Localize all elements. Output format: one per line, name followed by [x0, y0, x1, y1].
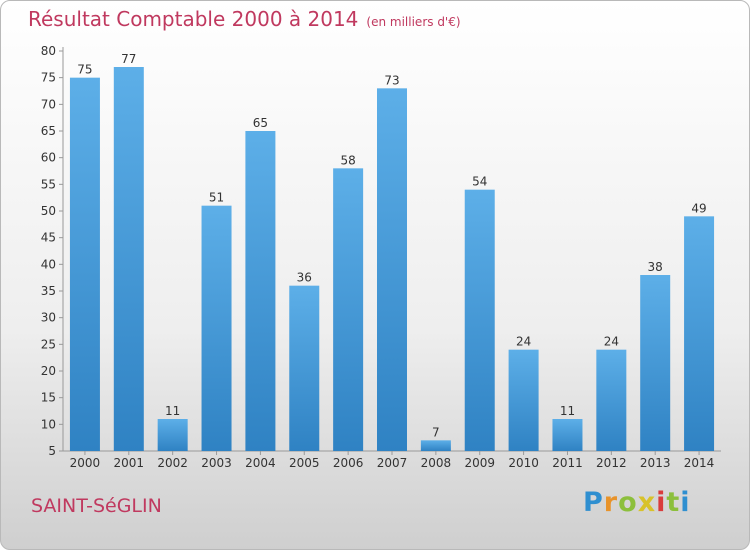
- x-tick-label: 2012: [596, 456, 627, 470]
- bar-value-label: 24: [604, 335, 619, 349]
- bar: [420, 440, 451, 451]
- logo-letter: r: [603, 487, 619, 518]
- x-tick-label: 2006: [333, 456, 364, 470]
- x-tick-label: 2009: [464, 456, 495, 470]
- y-tick-label: 5: [48, 444, 56, 458]
- x-tick-label: 2008: [421, 456, 452, 470]
- logo-letter: i: [680, 487, 691, 518]
- y-tick-label: 15: [41, 391, 56, 405]
- y-tick-label: 55: [41, 177, 56, 191]
- x-tick-label: 2002: [157, 456, 188, 470]
- y-tick-label: 50: [41, 204, 56, 218]
- proxiti-logo: Proxiti: [583, 487, 691, 518]
- bar: [464, 189, 495, 451]
- x-tick-label: 2014: [684, 456, 715, 470]
- logo-letter: x: [637, 487, 657, 518]
- y-tick-label: 35: [41, 284, 56, 298]
- bar-value-label: 7: [432, 425, 440, 439]
- bar: [69, 77, 100, 452]
- bar-value-label: 11: [165, 404, 180, 418]
- chart-title: Résultat Comptable 2000 à 2014 (en millie…: [28, 7, 461, 31]
- bar-value-label: 73: [384, 73, 399, 87]
- y-tick-label: 20: [41, 364, 56, 378]
- bar: [157, 419, 188, 451]
- y-tick-label: 10: [41, 417, 56, 431]
- bar: [508, 349, 539, 451]
- x-tick-label: 2010: [508, 456, 539, 470]
- y-tick-label: 45: [41, 231, 56, 245]
- bar-value-label: 49: [691, 201, 706, 215]
- bar-value-label: 24: [516, 335, 531, 349]
- y-tick-label: 30: [41, 311, 56, 325]
- y-tick-label: 75: [41, 71, 56, 85]
- x-tick-label: 2003: [201, 456, 232, 470]
- logo-letter: P: [583, 487, 604, 518]
- bar: [333, 168, 364, 452]
- bar-value-label: 11: [560, 404, 575, 418]
- bar: [201, 205, 232, 451]
- bar-value-label: 65: [253, 116, 268, 130]
- y-tick-label: 65: [41, 124, 56, 138]
- bar-value-label: 36: [297, 271, 312, 285]
- chart-title-text: Résultat Comptable 2000 à 2014: [28, 7, 359, 31]
- bar: [377, 88, 407, 451]
- bar: [640, 275, 671, 451]
- x-tick-label: 2004: [245, 456, 276, 470]
- bar-value-label: 38: [648, 260, 663, 274]
- chart-subtitle: (en milliers d'€): [366, 15, 461, 29]
- bar-value-label: 58: [340, 153, 355, 167]
- y-tick-label: 60: [41, 151, 56, 165]
- x-tick-label: 2013: [640, 456, 671, 470]
- bar: [289, 285, 320, 451]
- bar: [245, 131, 276, 451]
- logo-letter: i: [656, 487, 667, 518]
- x-tick-label: 2001: [114, 456, 145, 470]
- logo-letter: t: [666, 487, 681, 518]
- bar-value-label: 54: [472, 175, 487, 189]
- bar: [113, 67, 144, 451]
- y-tick-label: 70: [41, 97, 56, 111]
- x-tick-label: 2007: [377, 456, 408, 470]
- bar: [684, 216, 715, 451]
- y-tick-label: 40: [41, 257, 56, 271]
- bar: [552, 419, 583, 451]
- bar-value-label: 77: [121, 52, 136, 66]
- x-tick-label: 2005: [289, 456, 320, 470]
- bar: [596, 349, 627, 451]
- y-tick-label: 80: [41, 44, 56, 58]
- bar-value-label: 51: [209, 191, 224, 205]
- x-tick-label: 2000: [70, 456, 101, 470]
- y-tick-label: 25: [41, 337, 56, 351]
- commune-name: SAINT-SéGLIN: [31, 495, 162, 517]
- bar-value-label: 75: [77, 63, 92, 77]
- x-tick-label: 2011: [552, 456, 583, 470]
- logo-letter: o: [618, 487, 638, 518]
